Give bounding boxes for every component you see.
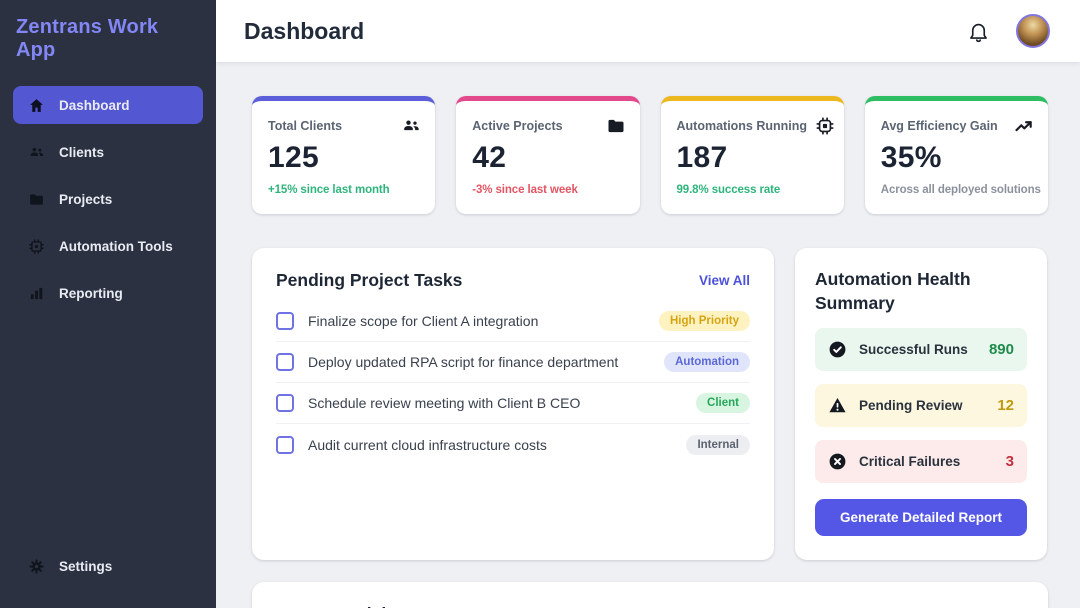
- trend-up-icon: [1014, 116, 1034, 136]
- task-row: Audit current cloud infrastructure costs…: [276, 424, 750, 465]
- stat-label: Total Clients: [268, 119, 343, 133]
- main-area: Dashboard Total Clients 125: [216, 0, 1080, 608]
- task-row: Finalize scope for Client A integration …: [276, 301, 750, 342]
- sidebar-footer: Settings: [0, 547, 216, 608]
- bottom-card-title: Recent Activity: [276, 604, 1024, 608]
- gear-icon: [28, 558, 45, 575]
- sidebar-item-label: Projects: [59, 191, 113, 207]
- sidebar-item-reporting[interactable]: Reporting: [13, 274, 203, 312]
- health-label: Successful Runs: [859, 342, 968, 358]
- stat-value: 187: [676, 141, 728, 174]
- sidebar-item-projects[interactable]: Projects: [13, 180, 203, 218]
- stat-card-automations-running: Automations Running 187 99.8% success ra…: [660, 96, 844, 214]
- task-text: Finalize scope for Client A integration: [308, 313, 539, 329]
- users-icon: [28, 144, 45, 161]
- health-rows: Successful Runs 890 Pending Review 12: [815, 328, 1027, 496]
- folder-icon: [606, 116, 626, 136]
- health-label: Pending Review: [859, 398, 963, 414]
- sidebar-nav: Dashboard Clients Projects Automation To…: [0, 86, 216, 547]
- task-badge-automation: Automation: [664, 352, 750, 372]
- stat-value: 35%: [880, 141, 942, 174]
- health-card-title: Automation Health Summary: [815, 269, 971, 313]
- sidebar-item-label: Clients: [59, 144, 105, 160]
- header: Dashboard: [216, 0, 1080, 62]
- health-value: 890: [988, 341, 1014, 359]
- stat-subtext: Across all deployed solutions: [880, 184, 1041, 196]
- header-actions: [967, 14, 1050, 48]
- task-checkbox[interactable]: [276, 435, 294, 454]
- bottom-partial-card: Recent Activity: [252, 582, 1048, 608]
- users-icon: [401, 116, 421, 136]
- health-value: 12: [997, 397, 1014, 415]
- sidebar-item-label: Automation Tools: [59, 238, 173, 254]
- sidebar-item-dashboard[interactable]: Dashboard: [13, 86, 203, 124]
- page-title: Dashboard: [244, 17, 365, 44]
- view-all-link[interactable]: View All: [698, 273, 750, 288]
- task-checkbox[interactable]: [276, 353, 294, 371]
- task-text: Audit current cloud infrastructure costs: [308, 436, 547, 453]
- stat-card-avg-efficiency: Avg Efficiency Gain 35% Across all deplo…: [864, 96, 1048, 214]
- stat-subtext: 99.8% success rate: [676, 184, 781, 196]
- tasks-card-title: Pending Project Tasks: [276, 270, 463, 290]
- stat-subtext: +15% since last month: [268, 184, 390, 196]
- stat-value: 42: [472, 141, 507, 174]
- cpu-icon: [815, 116, 835, 136]
- folder-icon: [28, 191, 45, 208]
- app-title: Zentrans Work App: [16, 16, 159, 61]
- check-circle-icon: [828, 340, 847, 359]
- dashboard-content: Total Clients 125 +15% since last month …: [216, 62, 1080, 608]
- task-badge-internal: Internal: [686, 434, 750, 455]
- stat-cards-row: Total Clients 125 +15% since last month …: [252, 96, 1048, 214]
- generate-report-button[interactable]: Generate Detailed Report: [815, 499, 1027, 537]
- sidebar-item-automation-tools[interactable]: Automation Tools: [13, 227, 203, 265]
- sidebar: Zentrans Work App Dashboard Clients Proj…: [0, 0, 216, 608]
- sidebar-item-label: Dashboard: [59, 97, 130, 113]
- x-circle-icon: [828, 452, 847, 471]
- warning-triangle-icon: [828, 396, 847, 415]
- notification-bell-icon[interactable]: [967, 20, 990, 43]
- cpu-icon: [28, 238, 45, 255]
- task-badge-high-priority: High Priority: [658, 311, 750, 331]
- home-icon: [28, 97, 45, 114]
- stat-card-active-projects: Active Projects 42 -3% since last week: [456, 96, 640, 214]
- stat-label: Active Projects: [472, 119, 563, 133]
- task-list: Finalize scope for Client A integration …: [276, 301, 750, 465]
- sidebar-item-label: Settings: [59, 558, 113, 574]
- task-text: Deploy updated RPA script for finance de…: [308, 354, 619, 370]
- sidebar-item-label: Reporting: [59, 285, 123, 301]
- stat-card-total-clients: Total Clients 125 +15% since last month: [252, 96, 436, 214]
- health-value: 3: [1005, 453, 1014, 471]
- task-checkbox[interactable]: [276, 312, 294, 330]
- bar-chart-icon: [28, 285, 45, 302]
- sidebar-item-clients[interactable]: Clients: [13, 133, 203, 171]
- middle-row: Pending Project Tasks View All Finalize …: [252, 248, 1048, 560]
- stat-label: Automations Running: [676, 119, 808, 133]
- sidebar-item-settings[interactable]: Settings: [13, 547, 203, 585]
- task-badge-client: Client: [696, 393, 750, 413]
- automation-health-card: Automation Health Summary Successful Run…: [795, 248, 1047, 560]
- pending-tasks-card: Pending Project Tasks View All Finalize …: [252, 248, 774, 560]
- health-row-successful-runs: Successful Runs 890: [815, 328, 1027, 372]
- health-row-critical-failures: Critical Failures 3: [815, 440, 1027, 484]
- task-row: Schedule review meeting with Client B CE…: [276, 383, 750, 424]
- stat-value: 125: [268, 141, 319, 174]
- task-checkbox[interactable]: [276, 394, 294, 412]
- stat-label: Avg Efficiency Gain: [880, 119, 998, 133]
- user-avatar[interactable]: [1016, 14, 1050, 48]
- health-row-pending-review: Pending Review 12: [815, 384, 1027, 428]
- task-text: Schedule review meeting with Client B CE…: [308, 395, 581, 411]
- health-label: Critical Failures: [859, 454, 961, 470]
- stat-subtext: -3% since last week: [472, 184, 578, 196]
- task-row: Deploy updated RPA script for finance de…: [276, 342, 750, 383]
